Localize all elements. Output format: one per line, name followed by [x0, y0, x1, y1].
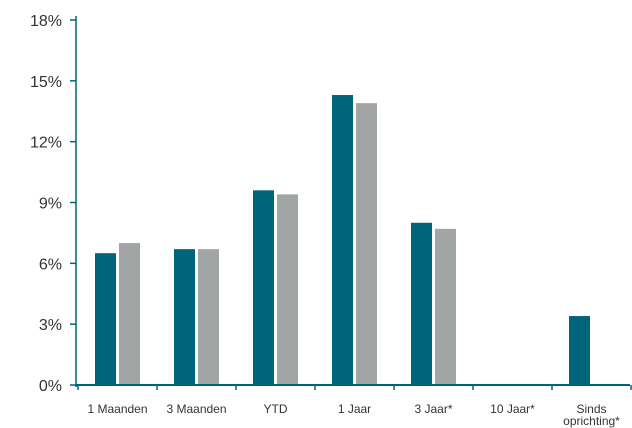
y-tick-label: 12% — [30, 135, 62, 152]
bar-series-2-2 — [277, 194, 298, 385]
bar-series-1-4 — [411, 222, 432, 385]
y-tick-label: 0% — [39, 378, 62, 395]
x-tick-label: YTD — [264, 402, 288, 416]
bar-series-1-6 — [569, 316, 590, 385]
x-tick-label: 3 Maanden — [166, 402, 226, 416]
y-axis: 0% 3% 6% 9% 12% 15% 18% — [30, 13, 77, 395]
x-tick-label: 10 Jaar* — [490, 402, 535, 416]
y-tick-label: 3% — [39, 317, 62, 334]
bar-series-2-1 — [198, 249, 219, 385]
x-tick-label: 1 Jaar — [338, 402, 371, 416]
bar-series-2-0 — [119, 243, 140, 385]
y-tick-label: 6% — [39, 256, 62, 273]
bar-series-2-3 — [356, 103, 377, 385]
bar-series-1-0 — [95, 253, 116, 385]
bar-series-2-4 — [435, 228, 456, 385]
x-tick-label: Sinds oprichting* — [563, 402, 620, 428]
y-tick-label: 15% — [30, 74, 62, 91]
x-tick-label: 3 Jaar* — [414, 402, 452, 416]
bar-series-1-3 — [332, 95, 353, 386]
bar-series-1-1 — [174, 249, 195, 385]
bars — [95, 95, 590, 386]
y-tick-label: 18% — [30, 13, 62, 30]
bar-series-1-2 — [253, 190, 274, 385]
x-axis: 1 Maanden 3 Maanden YTD 1 Jaar 3 Jaar* 10 Jaa… — [76, 384, 632, 428]
x-tick-label: 1 Maanden — [87, 402, 147, 416]
y-tick-label: 9% — [39, 196, 62, 213]
